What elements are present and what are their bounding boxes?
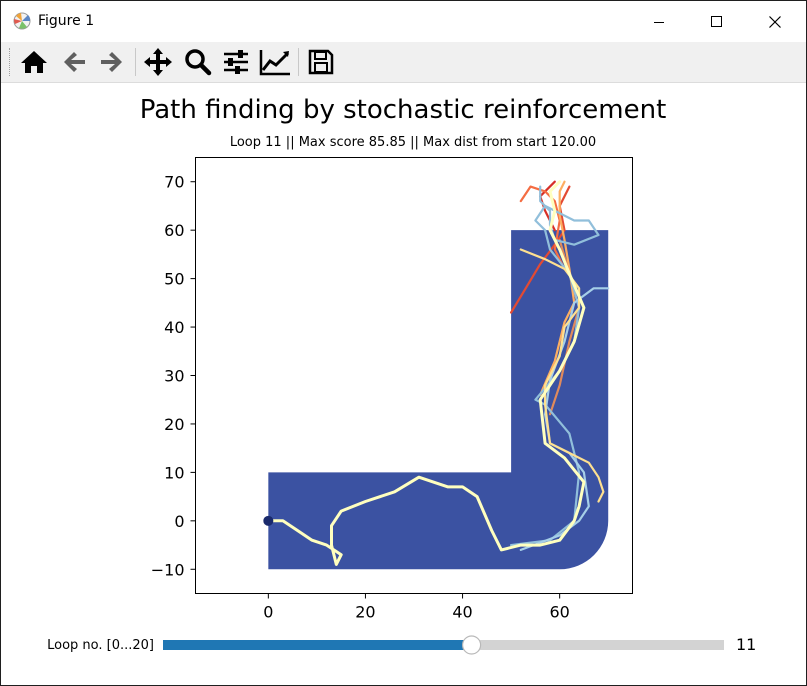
- path-line-2: [519, 185, 566, 270]
- minimize-button[interactable]: [630, 1, 688, 42]
- figure-title: Path finding by stochastic reinforcement: [140, 95, 667, 125]
- y-tick-label: 40: [164, 318, 184, 337]
- x-tick-label: 40: [452, 603, 472, 622]
- axes: 0 20 40 60 −10 0 10 20 30 40 50 60 70: [151, 157, 633, 622]
- close-icon: [769, 15, 781, 28]
- toolbar-separator: [135, 48, 136, 76]
- slider-handle[interactable]: [462, 635, 482, 655]
- y-tick-label: 0: [174, 512, 184, 531]
- x-tick-label: 0: [263, 603, 273, 622]
- y-tick-label: 60: [164, 221, 184, 240]
- slider-fill: [163, 640, 472, 650]
- y-tick-label: 10: [164, 463, 184, 482]
- pan-button[interactable]: [141, 46, 175, 78]
- save-button[interactable]: [304, 46, 338, 78]
- y-tick-label: −10: [151, 560, 185, 579]
- y-tick-label: 70: [164, 173, 184, 192]
- allowed-region-layer: [268, 230, 609, 570]
- back-button[interactable]: [57, 46, 91, 78]
- slider-value: 11: [736, 635, 756, 654]
- home-button[interactable]: [17, 46, 51, 78]
- allowed-region: [268, 230, 609, 570]
- start-point-marker: [263, 515, 274, 526]
- matplotlib-logo-icon: [13, 12, 31, 30]
- path-line-8: [266, 180, 586, 566]
- pan-icon: [144, 48, 172, 76]
- figure-canvas: Path finding by stochastic reinforcement…: [1, 83, 806, 685]
- plot-svg: Path finding by stochastic reinforcement…: [47, 95, 756, 655]
- y-tick-label: 20: [164, 415, 184, 434]
- maximize-button[interactable]: [688, 1, 746, 42]
- y-tick-label: 30: [164, 367, 184, 386]
- save-icon: [308, 49, 334, 75]
- toolbar-separator: [298, 48, 299, 76]
- forward-button[interactable]: [95, 46, 129, 78]
- configure-subplots-button[interactable]: [219, 46, 253, 78]
- title-bar[interactable]: Figure 1: [1, 1, 806, 42]
- maximize-icon: [711, 15, 722, 27]
- x-tick-label: 60: [549, 603, 569, 622]
- navigation-toolbar: [1, 42, 806, 83]
- home-icon: [21, 51, 47, 73]
- path-line-3: [539, 180, 576, 396]
- toolbar-grip[interactable]: [9, 48, 13, 76]
- figure-subtitle: Loop 11 || Max score 85.85 || Max dist f…: [230, 135, 596, 150]
- slider-label: Loop no. [0...20]: [47, 638, 154, 653]
- window-title: Figure 1: [38, 13, 95, 29]
- zoom-icon: [185, 49, 212, 76]
- close-button[interactable]: [746, 1, 804, 42]
- zoom-button[interactable]: [181, 46, 215, 78]
- edit-axis-button[interactable]: [258, 46, 292, 78]
- y-tick-label: 50: [164, 270, 184, 289]
- configure-subplots-icon: [224, 50, 248, 74]
- path-lines-layer: [263, 180, 610, 566]
- edit-axis-icon: [259, 50, 290, 76]
- ticks-layer: 0 20 40 60 −10 0 10 20 30 40 50 60 70: [151, 173, 570, 622]
- forward-icon: [101, 52, 122, 72]
- x-tick-label: 20: [355, 603, 375, 622]
- back-icon: [64, 52, 85, 72]
- minimize-icon: [654, 21, 664, 23]
